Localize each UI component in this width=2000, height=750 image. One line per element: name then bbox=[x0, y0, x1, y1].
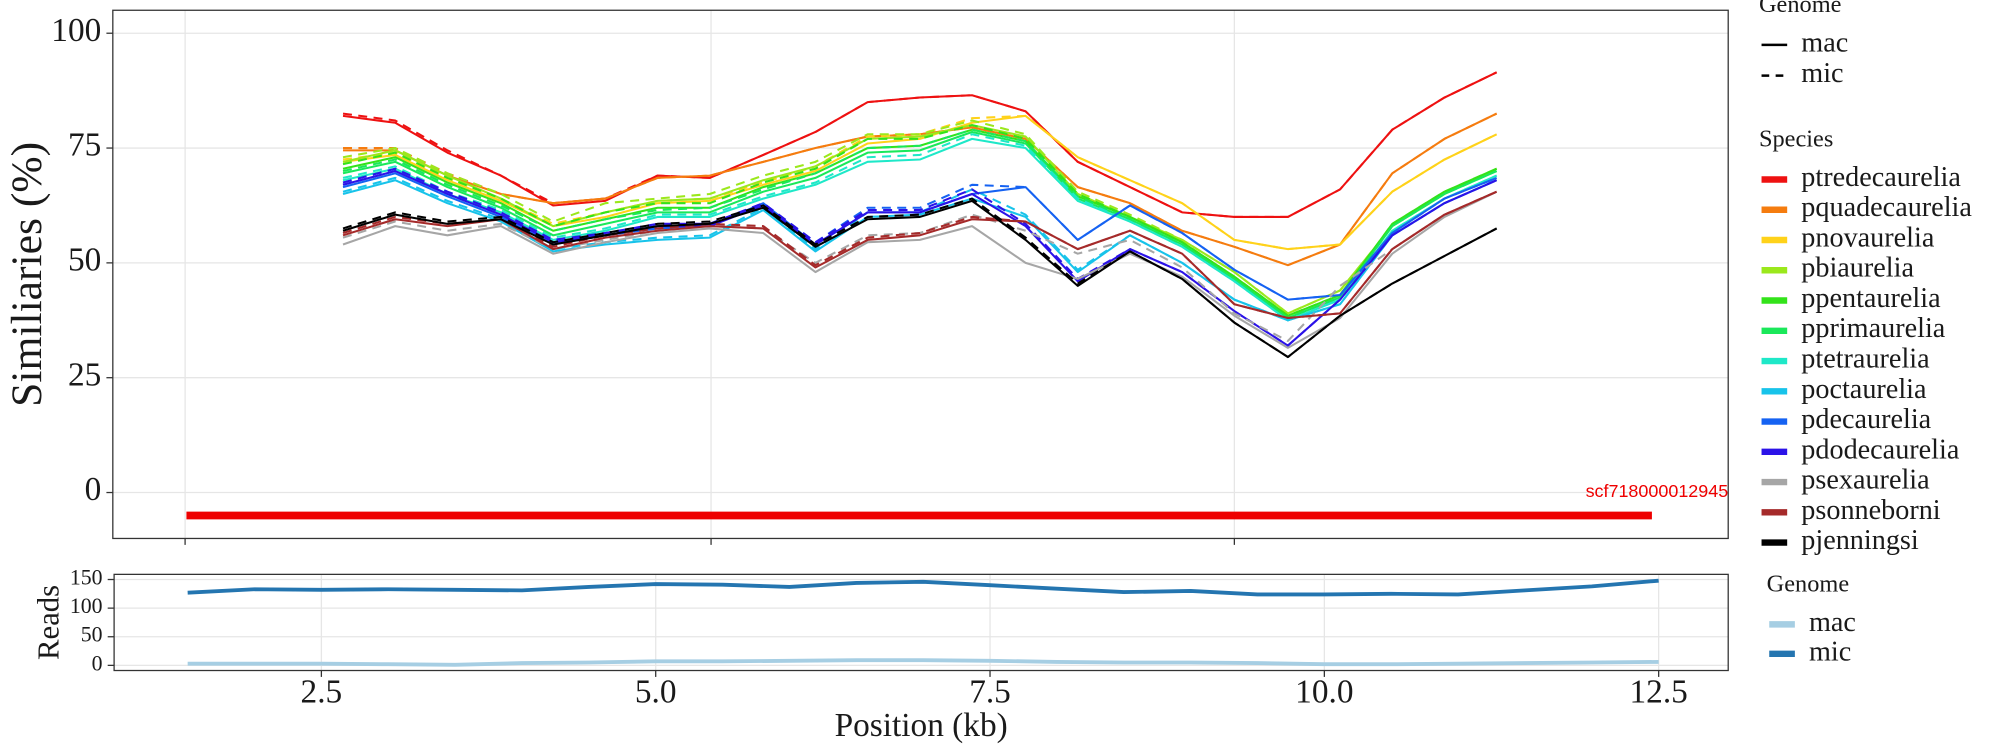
legend-title: Genome bbox=[1767, 570, 1849, 597]
x-tick-label: 2.5 bbox=[301, 674, 343, 711]
x-tick-label: 7.5 bbox=[969, 674, 1011, 711]
series-line bbox=[342, 190, 1498, 320]
y-tick-label: 100 bbox=[70, 594, 103, 618]
series-line bbox=[342, 197, 1498, 359]
legend-label: psexaurelia bbox=[1801, 465, 1930, 496]
legend-label: pjenningsi bbox=[1801, 525, 1919, 556]
legend-label: pquadecaurelia bbox=[1801, 192, 1972, 223]
panel-border bbox=[112, 9, 1729, 540]
legend-label: mac bbox=[1809, 607, 1856, 638]
legend-label: psonneborni bbox=[1801, 495, 1941, 526]
legend-label: pdodecaurelia bbox=[1801, 434, 1960, 465]
legend-label: ptetraurelia bbox=[1801, 343, 1930, 374]
series-line bbox=[342, 190, 1498, 349]
y-axis-label: Similiaries (%) bbox=[3, 142, 51, 407]
panel-background bbox=[112, 10, 1729, 539]
y-tick-label: 50 bbox=[81, 623, 103, 647]
series-line bbox=[342, 114, 1498, 251]
y-tick-label: 75 bbox=[68, 127, 101, 164]
series-line bbox=[343, 112, 1498, 267]
series-line bbox=[342, 124, 1498, 317]
legend-label: mic bbox=[1801, 58, 1843, 89]
legend-label: pnovaurelia bbox=[1801, 222, 1935, 253]
legend-label: poctaurelia bbox=[1801, 374, 1927, 405]
y-tick-label: 150 bbox=[70, 566, 103, 590]
y-tick-label: 0 bbox=[85, 471, 102, 508]
x-tick-label: 5.0 bbox=[635, 674, 677, 711]
y-tick-label: 0 bbox=[92, 651, 103, 675]
series-line bbox=[342, 119, 1498, 315]
y-tick-label: 25 bbox=[68, 356, 101, 393]
series-line bbox=[342, 128, 1498, 320]
legend-label: mac bbox=[1801, 27, 1848, 58]
contig-label: scf718000012945 bbox=[1586, 481, 1729, 501]
x-tick-label: 12.5 bbox=[1630, 674, 1688, 711]
series-line bbox=[342, 169, 1498, 347]
series-line bbox=[342, 199, 1498, 359]
legend-label: ptredecaurelia bbox=[1801, 162, 1961, 193]
x-tick-label: 10.0 bbox=[1295, 674, 1353, 711]
legend-label: pbiaurelia bbox=[1801, 253, 1914, 284]
legend-label: mic bbox=[1809, 636, 1851, 667]
legend-label: pdecaurelia bbox=[1801, 404, 1931, 435]
y-axis-label: Reads bbox=[31, 585, 65, 660]
legend-label: ppentaurelia bbox=[1801, 283, 1941, 314]
series-line bbox=[187, 578, 1659, 597]
series-line bbox=[342, 133, 1498, 322]
series-line bbox=[342, 167, 1498, 347]
panel-border bbox=[113, 573, 1729, 672]
y-tick-label: 100 bbox=[51, 12, 101, 49]
legend-title: Species bbox=[1759, 126, 1833, 153]
x-axis-label: Position (kb) bbox=[835, 707, 1008, 744]
series-line bbox=[187, 658, 1659, 667]
legend-title: Genome bbox=[1759, 0, 1841, 18]
y-tick-label: 50 bbox=[68, 242, 101, 279]
series-line bbox=[342, 71, 1498, 218]
legend-label: pprimaurelia bbox=[1801, 313, 1945, 344]
